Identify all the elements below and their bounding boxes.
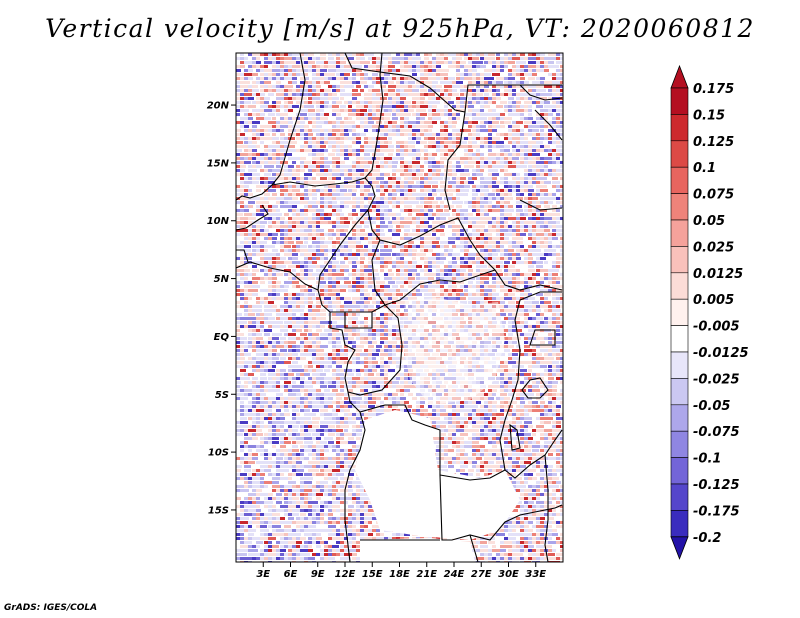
lat-tick-label: 5S — [215, 390, 229, 401]
colorbar-label: -0.1 — [693, 452, 721, 467]
map-panel: 20N 15N 10N 5N EQ 5S 10S 15S 3E 6E 9E 12E 15E 18E 21E… — [207, 52, 564, 580]
lat-axis: 20N 15N 10N 5N EQ 5S 10S 15S — [207, 101, 236, 516]
colorbar-swatch — [670, 483, 689, 511]
colorbar-swatch — [670, 378, 689, 406]
colorbar-swatch — [670, 272, 689, 300]
colorbar-swatch — [670, 298, 689, 326]
lat-tick-label: 5N — [214, 274, 230, 285]
lon-tick-label: 3E — [256, 569, 270, 580]
colorbar-swatch — [670, 219, 689, 247]
lat-tick-label: 10S — [208, 448, 229, 459]
colorbar-swatch — [670, 457, 689, 485]
colorbar-label: 0.075 — [693, 188, 734, 203]
colorbar-swatch — [670, 404, 689, 432]
colorbar-label: -0.175 — [693, 504, 740, 519]
country-borders — [236, 53, 563, 562]
colorbar-label: 0.125 — [693, 135, 734, 150]
calm-region — [355, 298, 520, 562]
colorbar-label: 0.05 — [693, 214, 725, 229]
lat-tick-label: 20N — [207, 101, 230, 112]
colorbar-swatch — [670, 246, 689, 274]
velocity-field — [236, 53, 563, 562]
colorbar-label: -0.075 — [693, 425, 740, 440]
colorbar-label: 0.025 — [693, 240, 734, 255]
colorbar-label: -0.025 — [693, 372, 740, 387]
lon-tick-label: 33E — [525, 569, 546, 580]
colorbar-swatch — [670, 87, 689, 115]
colorbar-label: -0.005 — [693, 320, 740, 335]
colorbar-label: -0.2 — [693, 531, 721, 546]
colorbar-swatch — [670, 430, 689, 458]
colorbar-label: 0.0125 — [693, 267, 743, 282]
colorbar-label: 0.1 — [693, 161, 716, 176]
colorbar-top-arrow — [670, 64, 689, 89]
colorbar-swatch — [670, 510, 689, 538]
lon-tick-label: 30E — [498, 569, 519, 580]
lat-tick-label: 15S — [208, 505, 229, 516]
lat-tick-label: 15N — [207, 158, 230, 169]
colorbar-label: -0.0125 — [693, 346, 749, 361]
colorbar-label: -0.05 — [693, 399, 730, 414]
lon-tick-label: 12E — [335, 569, 356, 580]
colorbar-swatch — [670, 166, 689, 194]
lon-tick-label: 27E — [471, 569, 492, 580]
lon-tick-label: 15E — [362, 569, 383, 580]
colorbar-bottom-arrow — [670, 536, 689, 560]
lon-axis: 3E 6E 9E 12E 15E 18E 21E 24E 27E 30E 33E — [256, 562, 546, 580]
colorbar-swatch — [670, 140, 689, 168]
colorbar: 0.175 0.15 0.125 0.1 0.075 0.05 0.025 0.0125 0.0… — [670, 64, 749, 560]
colorbar-swatch — [670, 114, 689, 142]
lon-tick-label: 6E — [284, 569, 298, 580]
colorbar-label: 0.15 — [693, 108, 725, 123]
lat-tick-label: EQ — [214, 332, 230, 343]
lon-tick-label: 18E — [389, 569, 410, 580]
lon-tick-label: 21E — [416, 569, 437, 580]
colorbar-swatch — [670, 351, 689, 379]
colorbar-swatch — [670, 193, 689, 221]
colorbar-swatch — [670, 325, 689, 353]
colorbar-label: 0.175 — [693, 82, 734, 97]
lat-tick-label: 10N — [207, 216, 230, 227]
colorbar-label: -0.125 — [693, 478, 740, 493]
credit-label: GrADS: IGES/COLA — [4, 603, 98, 613]
lon-tick-label: 24E — [444, 569, 465, 580]
colorbar-label: 0.005 — [693, 293, 734, 308]
chart-title: Vertical velocity [m/s] at 925hPa, VT: 2… — [45, 14, 755, 43]
lon-tick-label: 9E — [311, 569, 325, 580]
